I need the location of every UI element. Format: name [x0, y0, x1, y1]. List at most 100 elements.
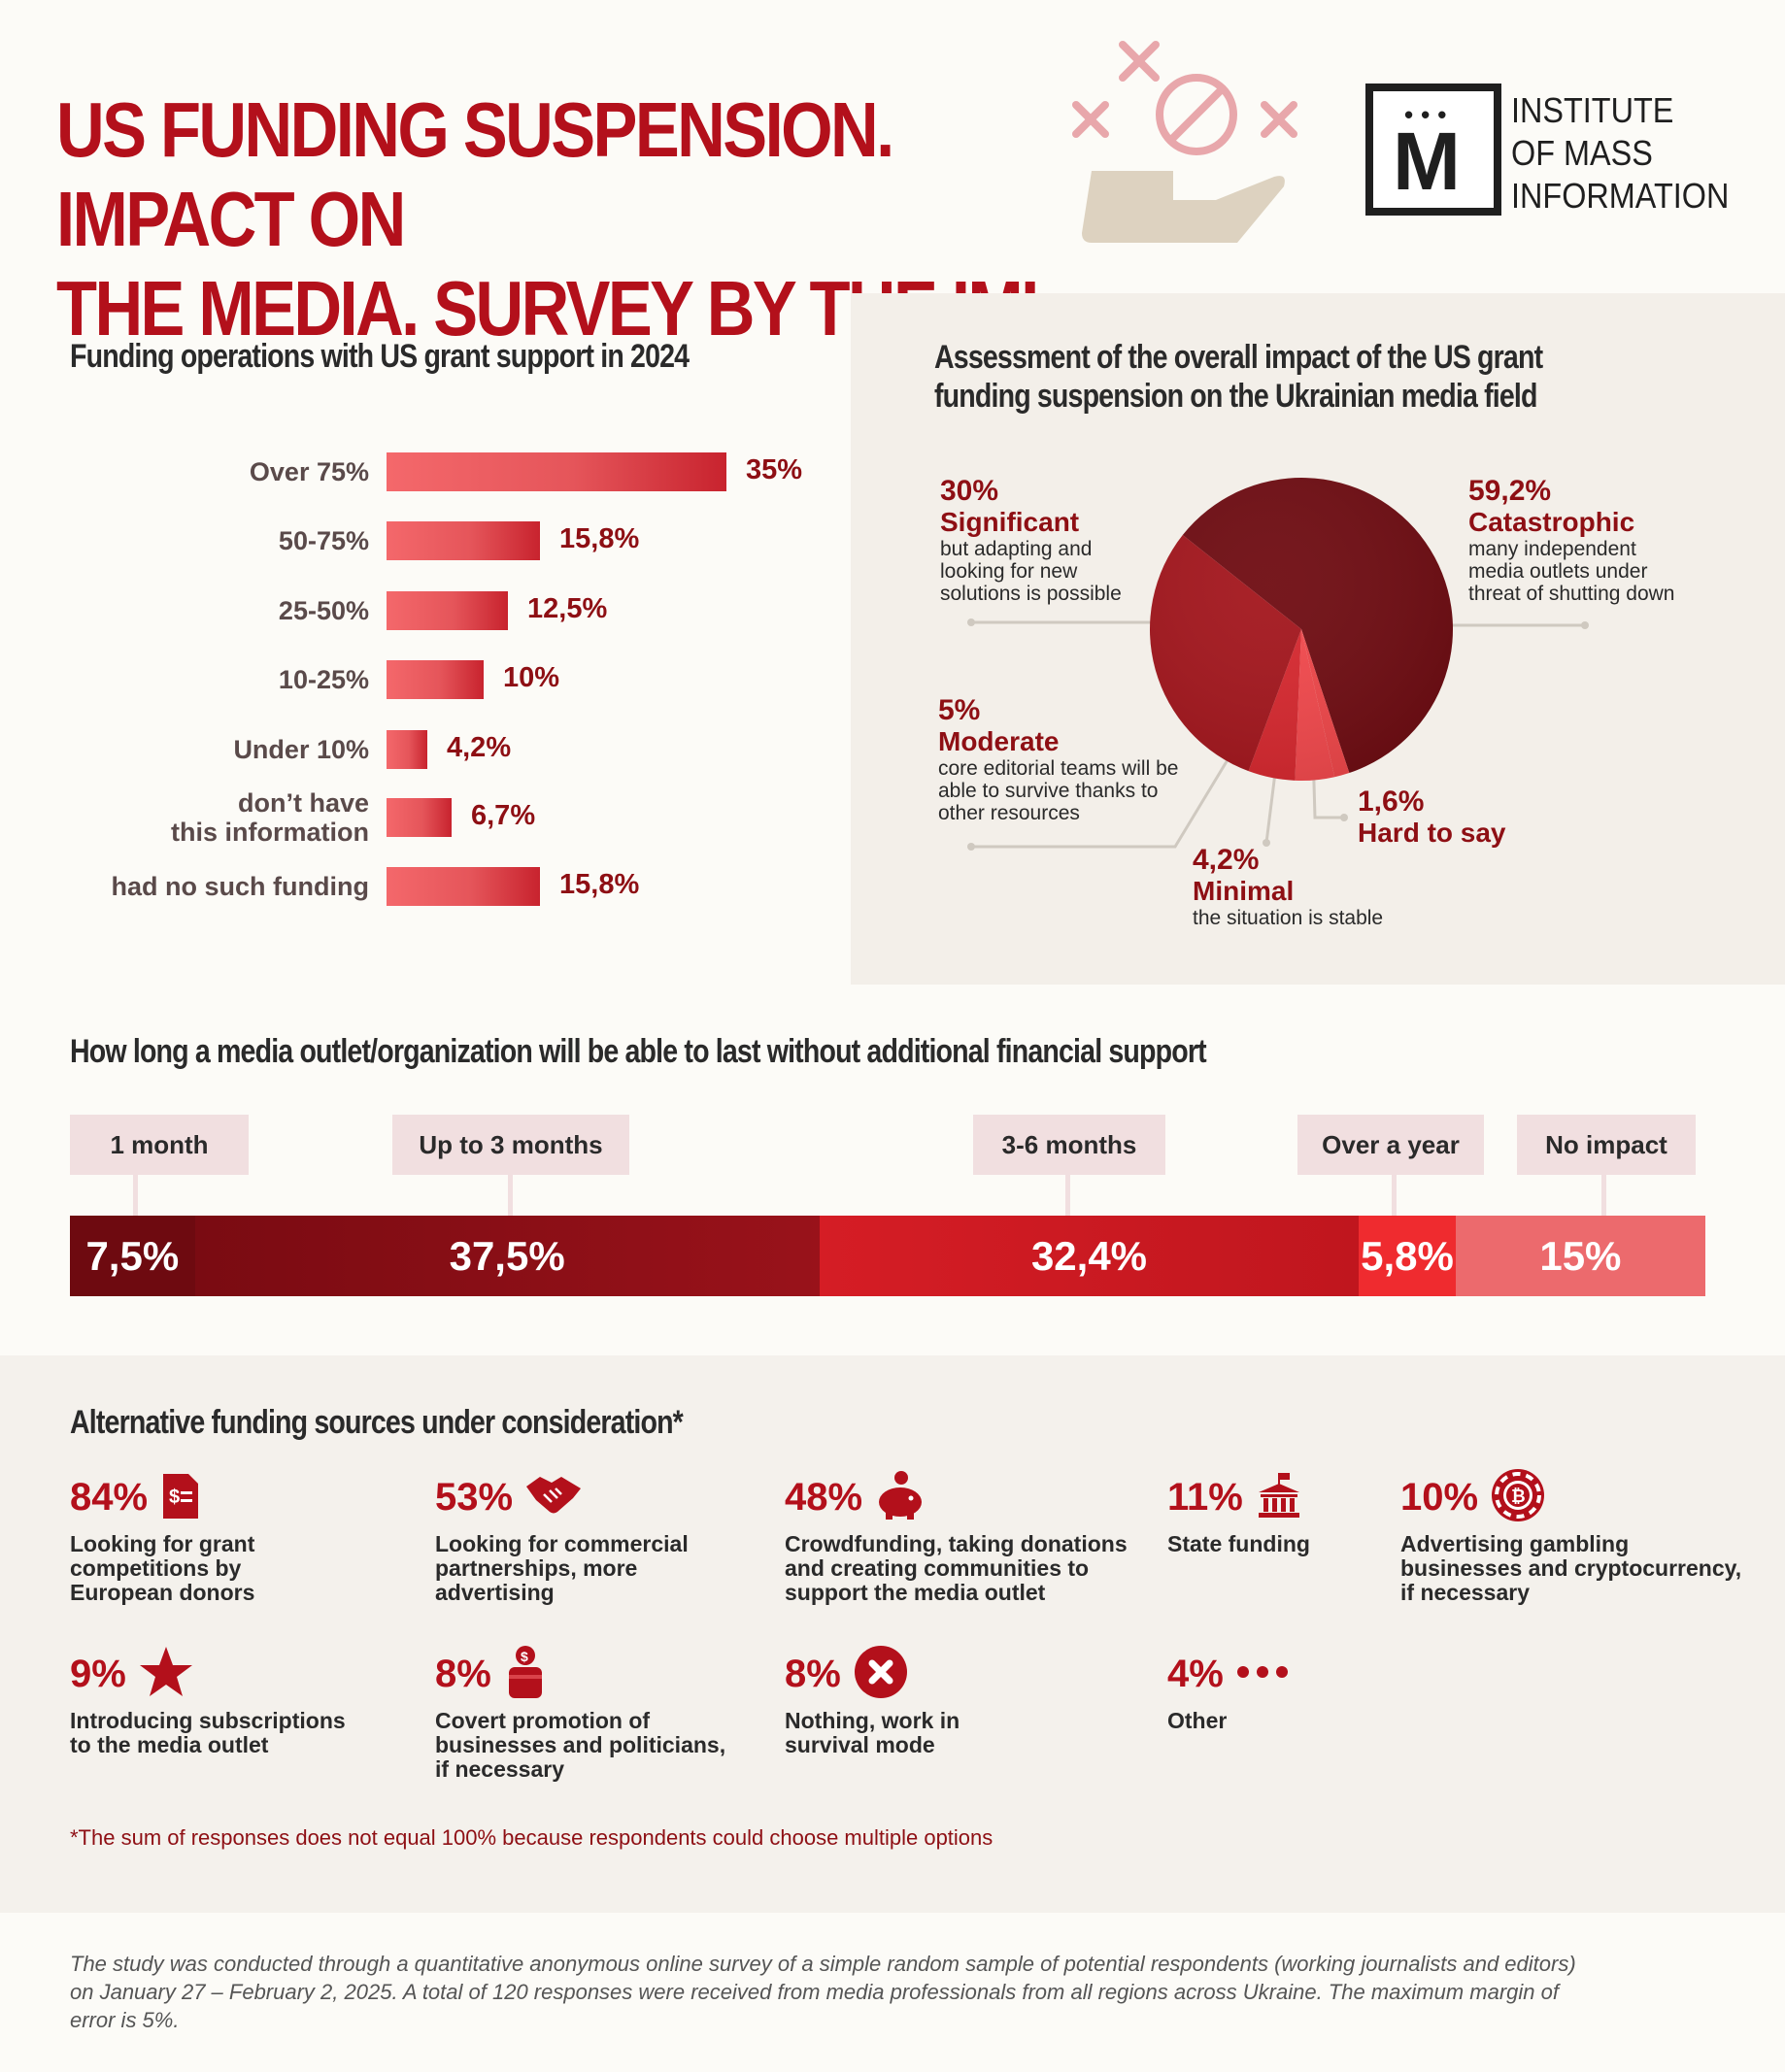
pie-name-significant: Significant — [940, 507, 1080, 537]
pie-label-catastrophic: 59,2% Catastrophic many independent medi… — [1468, 475, 1674, 606]
duration-tag-stem — [1392, 1175, 1397, 1216]
bar — [387, 452, 726, 491]
star-icon — [138, 1645, 194, 1704]
pie-desc-line: many independent — [1468, 538, 1636, 560]
svg-text:$: $ — [521, 1649, 528, 1664]
alt-funding-item: 48% Crowdfunding, taking donations and cre… — [785, 1466, 1128, 1605]
pie-label-significant: 30% Significant but adapting and looking… — [940, 476, 1122, 606]
pie-leader-dot — [967, 618, 975, 626]
pie-leader-dot — [967, 843, 975, 851]
duration-category-tag: 1 month — [70, 1115, 249, 1175]
bar-value-label: 10% — [503, 662, 560, 693]
pie-shading — [1150, 478, 1453, 781]
bar-category-label: 50-75% — [278, 526, 369, 555]
logo-letter: M — [1393, 116, 1461, 207]
bar-category-label: don’t have this information — [171, 788, 369, 847]
alt-funding-percent: 10% — [1400, 1476, 1479, 1519]
bar-value-label: 4,2% — [447, 732, 512, 763]
bar — [387, 591, 508, 630]
funding-ban-illustration — [1072, 41, 1297, 243]
pie-name-minimal: Minimal — [1193, 876, 1295, 906]
bar — [387, 660, 484, 699]
footnote: *The sum of responses does not equal 100… — [70, 1825, 994, 1850]
study-note-line: The study was conducted through a quanti… — [70, 1952, 1576, 1976]
more-dots-icon — [1235, 1662, 1294, 1687]
alt-funding-item: 8% Nothing, work in survival mode — [785, 1643, 960, 1757]
pie-value-hard-to-say: 1,6% — [1358, 785, 1425, 818]
cross-marks-decoration — [1072, 41, 1297, 138]
funding-operations-title: Funding operations with US grant support… — [70, 338, 690, 375]
impact-assessment-title: Assessment of the overall impact of the … — [934, 338, 1543, 416]
alternative-funding-panel — [0, 1355, 1785, 1913]
pie-name-catastrophic: Catastrophic — [1468, 507, 1635, 537]
pie-name-moderate: Moderate — [938, 726, 1060, 756]
casino-chip-icon: ₿ — [1490, 1467, 1546, 1528]
duration-tag-stem — [133, 1175, 138, 1216]
alternative-funding-title: Alternative funding sources under consid… — [70, 1404, 684, 1441]
bar-category-label: had no such funding — [111, 872, 369, 901]
alt-funding-percent: 9% — [70, 1653, 126, 1695]
pie-label-hard-to-say: 1,6% Hard to say — [1358, 786, 1506, 849]
impact-title-line-1: Assessment of the overall impact of the … — [934, 339, 1543, 376]
logo-dots: ••• — [1404, 100, 1455, 129]
pie-desc-line: looking for new — [940, 560, 1078, 583]
bar-value-label: 15,8% — [559, 523, 640, 554]
pie-desc-catastrophic: many independent media outlets under thr… — [1468, 538, 1674, 605]
alt-funding-item: 9% Introducing subscriptions to the media … — [70, 1643, 346, 1757]
alt-funding-label: State funding — [1167, 1531, 1310, 1556]
alt-funding-label: Nothing, work in survival mode — [785, 1708, 960, 1757]
alt-funding-item: 11% State funding — [1167, 1466, 1310, 1556]
cross-circle-icon — [853, 1644, 909, 1705]
duration-category-tag: Up to 3 months — [392, 1115, 629, 1175]
piggy-bank-icon — [874, 1469, 926, 1526]
pie-value-moderate: 5% — [938, 694, 981, 726]
duration-tag-stem — [508, 1175, 513, 1216]
duration-segment: 5,8% — [1359, 1216, 1456, 1296]
pie-desc-line: able to survive thanks to — [938, 780, 1159, 802]
impact-pie-chart — [967, 478, 1589, 851]
handshake-icon — [524, 1473, 583, 1522]
alt-funding-label: Looking for commercial partnerships, more… — [435, 1531, 689, 1605]
duration-category-tag: Over a year — [1297, 1115, 1484, 1175]
imi-logo: ••• M — [1365, 84, 1501, 216]
grant-document-icon: $ — [159, 1468, 202, 1527]
money-bag-icon: $ — [503, 1644, 548, 1705]
svg-text:$: $ — [169, 1487, 180, 1508]
bar — [387, 867, 540, 906]
svg-text:₿: ₿ — [1511, 1487, 1526, 1506]
alt-funding-label: Looking for grant competitions by European… — [70, 1531, 255, 1605]
alt-funding-label: Introducing subscriptions to the media ou… — [70, 1708, 346, 1757]
bar — [387, 521, 540, 560]
pie-desc-line: but adapting and — [940, 538, 1093, 560]
alt-funding-percent: 48% — [785, 1476, 863, 1519]
logo-text-line-1: INSTITUTE — [1511, 90, 1674, 130]
alt-funding-label: Crowdfunding, taking donations and creati… — [785, 1531, 1128, 1605]
alt-funding-item: 10% ₿ Advertising gambling businesses and c… — [1400, 1466, 1741, 1605]
bar-category-label: 10-25% — [278, 665, 369, 694]
bar — [387, 798, 452, 837]
pie-value-minimal: 4,2% — [1193, 844, 1260, 876]
government-building-icon — [1255, 1471, 1303, 1524]
logo-text: INSTITUTE OF MASS INFORMATION — [1511, 89, 1729, 217]
duration-segment: 7,5% — [70, 1216, 195, 1296]
bar-category-label: Over 75% — [249, 457, 369, 486]
alt-funding-percent: 4% — [1167, 1653, 1224, 1695]
alt-funding-percent: 8% — [785, 1653, 841, 1695]
prohibited-icon — [1156, 74, 1237, 155]
alt-funding-percent: 11% — [1167, 1476, 1243, 1519]
alt-funding-percent: 53% — [435, 1476, 514, 1519]
pie-desc-significant: but adapting and looking for new solutio… — [940, 538, 1122, 605]
study-note-line: error is 5%. — [70, 2008, 180, 2032]
impact-title-line-2: funding suspension on the Ukrainian medi… — [934, 378, 1537, 415]
duration-title: How long a media outlet/organization wil… — [70, 1033, 1207, 1070]
duration-tag-stem — [1065, 1175, 1070, 1216]
pie-leader-line — [971, 752, 1233, 849]
bar-value-label: 12,5% — [527, 593, 608, 624]
pie-desc-line: media outlets under — [1468, 560, 1648, 583]
pie-name-hard-to-say: Hard to say — [1358, 818, 1506, 848]
alt-funding-item: 4% Other — [1167, 1643, 1294, 1733]
pie-value-catastrophic: 59,2% — [1468, 475, 1552, 507]
pie-leader-dot — [1340, 814, 1348, 821]
pie-label-minimal: 4,2% Minimal the situation is stable — [1193, 844, 1383, 930]
pie-desc-line: threat of shutting down — [1468, 583, 1675, 605]
